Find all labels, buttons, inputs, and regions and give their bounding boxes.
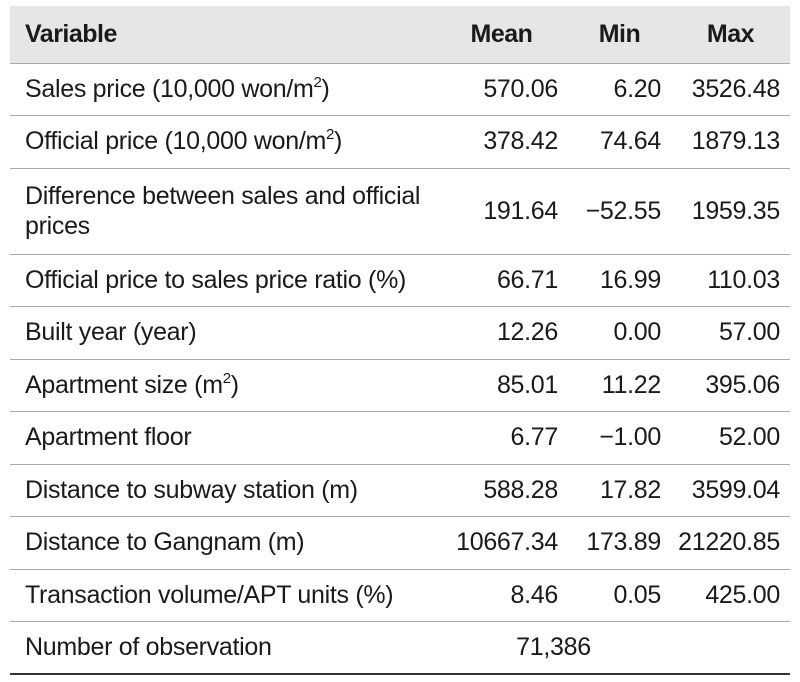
row-max: 3526.48 [671,63,790,116]
row-mean: 588.28 [435,464,568,517]
table-row: Apartment size (m2) 85.01 11.22 395.06 [10,359,790,412]
row-max: 425.00 [671,569,790,622]
row-mean: 378.42 [435,116,568,169]
header-row: Variable Mean Min Max [10,6,790,63]
observation-label: Number of observation [10,622,435,675]
row-max: 21220.85 [671,517,790,570]
table-row: Distance to subway station (m) 588.28 17… [10,464,790,517]
row-label: Sales price (10,000 won/m2) [10,63,435,116]
row-mean: 8.46 [435,569,568,622]
table-row: Official price (10,000 won/m2) 378.42 74… [10,116,790,169]
summary-statistics-table: Variable Mean Min Max Sales price (10,00… [10,6,790,675]
row-min: 0.00 [568,307,671,360]
observation-value: 71,386 [435,622,671,675]
table-row: Sales price (10,000 won/m2) 570.06 6.20 … [10,63,790,116]
row-min: 74.64 [568,116,671,169]
row-min: 17.82 [568,464,671,517]
table-row: Official price to sales price ratio (%) … [10,254,790,307]
row-max: 52.00 [671,412,790,465]
row-mean: 10667.34 [435,517,568,570]
table-row: Transaction volume/APT units (%) 8.46 0.… [10,569,790,622]
table-row: Difference between sales and official pr… [10,168,790,254]
table-row: Apartment floor 6.77 −1.00 52.00 [10,412,790,465]
row-min: −1.00 [568,412,671,465]
summary-statistics-table-container: Variable Mean Min Max Sales price (10,00… [10,6,790,675]
row-mean: 12.26 [435,307,568,360]
row-mean: 66.71 [435,254,568,307]
observation-row: Number of observation 71,386 [10,622,790,675]
header-min: Min [568,6,671,63]
row-label: Built year (year) [10,307,435,360]
table-row: Built year (year) 12.26 0.00 57.00 [10,307,790,360]
row-min: 6.20 [568,63,671,116]
row-label: Distance to subway station (m) [10,464,435,517]
row-mean: 85.01 [435,359,568,412]
row-min: 0.05 [568,569,671,622]
row-min: 11.22 [568,359,671,412]
row-label: Apartment size (m2) [10,359,435,412]
row-max: 3599.04 [671,464,790,517]
row-max: 1959.35 [671,168,790,254]
table-row: Distance to Gangnam (m) 10667.34 173.89 … [10,517,790,570]
row-label: Difference between sales and official pr… [10,168,435,254]
row-mean: 6.77 [435,412,568,465]
row-max: 110.03 [671,254,790,307]
row-label: Official price (10,000 won/m2) [10,116,435,169]
row-label: Distance to Gangnam (m) [10,517,435,570]
row-label: Transaction volume/APT units (%) [10,569,435,622]
row-max: 395.06 [671,359,790,412]
row-label: Official price to sales price ratio (%) [10,254,435,307]
header-max: Max [671,6,790,63]
row-mean: 570.06 [435,63,568,116]
row-max: 1879.13 [671,116,790,169]
row-max: 57.00 [671,307,790,360]
row-label: Apartment floor [10,412,435,465]
row-min: −52.55 [568,168,671,254]
row-min: 16.99 [568,254,671,307]
header-variable: Variable [10,6,435,63]
header-mean: Mean [435,6,568,63]
row-mean: 191.64 [435,168,568,254]
observation-empty-cell [671,622,790,675]
row-min: 173.89 [568,517,671,570]
